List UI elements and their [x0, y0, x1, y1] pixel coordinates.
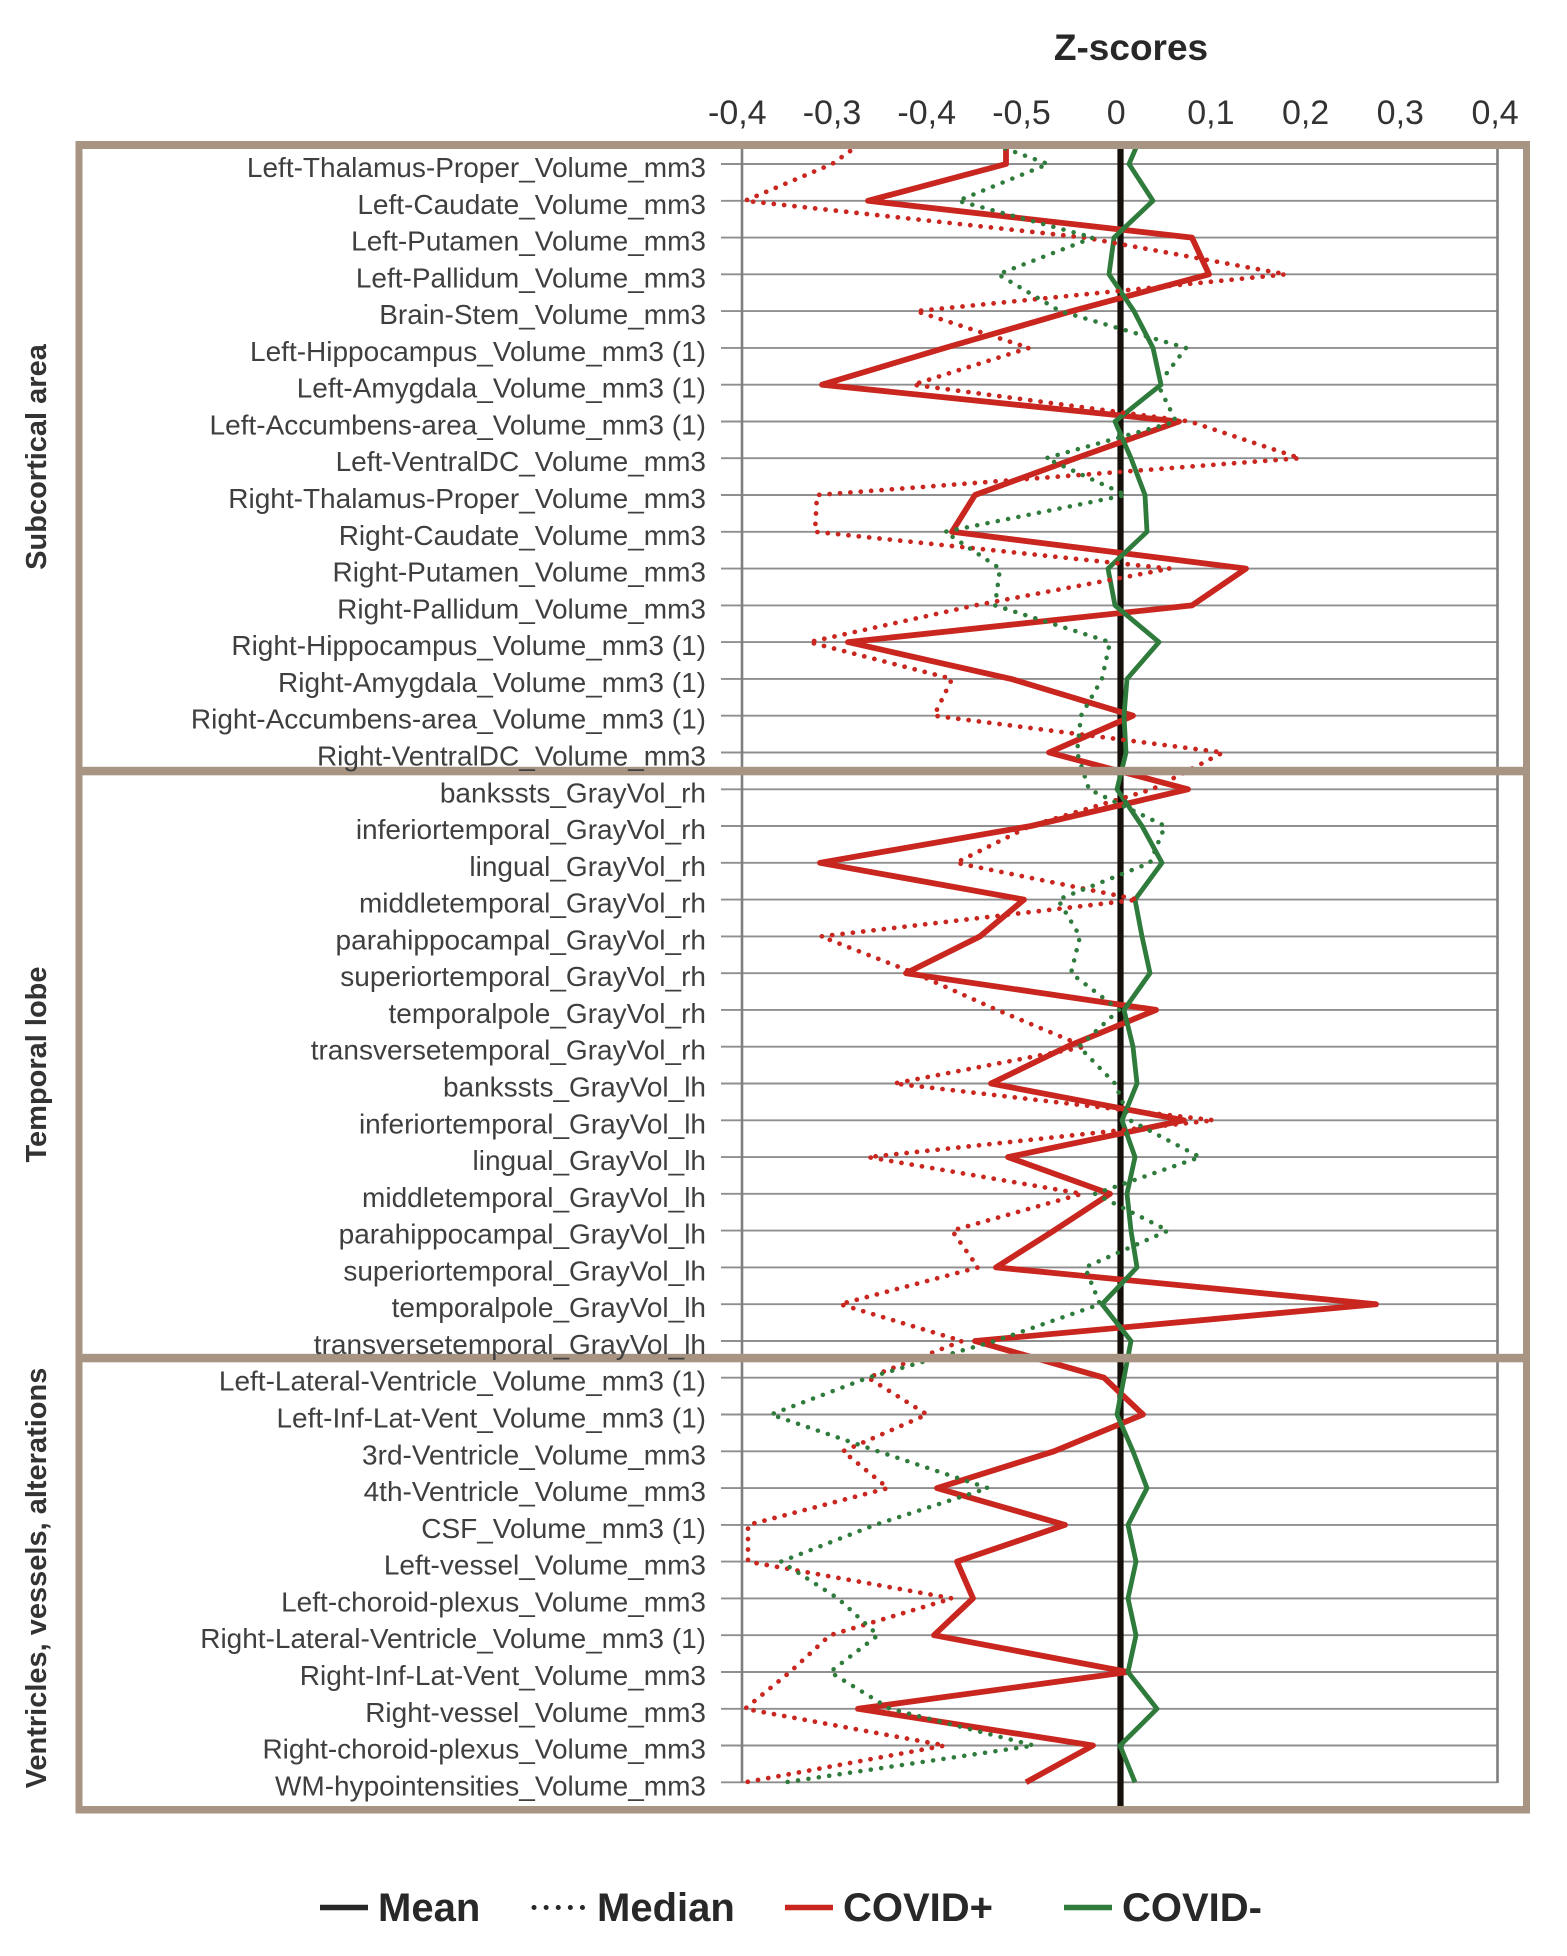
svg-text:Left-Amygdala_Volume_mm3 (1): Left-Amygdala_Volume_mm3 (1) [297, 373, 706, 404]
svg-text:Left-Hippocampus_Volume_mm3 (1: Left-Hippocampus_Volume_mm3 (1) [250, 336, 706, 367]
svg-text:COVID-: COVID- [1122, 1886, 1262, 1930]
svg-text:Left-vessel_Volume_mm3: Left-vessel_Volume_mm3 [384, 1550, 706, 1581]
svg-text:-0,3: -0,3 [803, 94, 862, 132]
svg-text:COVID+: COVID+ [843, 1886, 993, 1930]
svg-text:Ventricles, vessels, alteratio: Ventricles, vessels, alterations [21, 1368, 53, 1789]
svg-text:0,1: 0,1 [1187, 94, 1234, 132]
svg-text:superiortemporal_GrayVol_rh: superiortemporal_GrayVol_rh [340, 961, 706, 992]
svg-text:Right-Thalamus-Proper_Volume_m: Right-Thalamus-Proper_Volume_mm3 [228, 483, 706, 514]
svg-text:Left-Pallidum_Volume_mm3: Left-Pallidum_Volume_mm3 [356, 262, 706, 293]
svg-text:Subcortical area: Subcortical area [21, 343, 53, 570]
svg-text:Z-scores: Z-scores [1054, 27, 1208, 68]
svg-text:Mean: Mean [378, 1886, 480, 1930]
svg-text:3rd-Ventricle_Volume_mm3: 3rd-Ventricle_Volume_mm3 [362, 1439, 706, 1470]
svg-text:inferiortemporal_GrayVol_lh: inferiortemporal_GrayVol_lh [359, 1108, 706, 1139]
svg-text:Left-choroid-plexus_Volume_mm3: Left-choroid-plexus_Volume_mm3 [281, 1586, 706, 1617]
svg-text:Right-Inf-Lat-Vent_Volume_mm3: Right-Inf-Lat-Vent_Volume_mm3 [300, 1660, 706, 1691]
svg-text:Right-VentralDC_Volume_mm3: Right-VentralDC_Volume_mm3 [317, 741, 706, 772]
svg-text:parahippocampal_GrayVol_rh: parahippocampal_GrayVol_rh [336, 924, 706, 955]
svg-text:-0,4: -0,4 [897, 94, 956, 132]
svg-text:middletemporal_GrayVol_rh: middletemporal_GrayVol_rh [359, 888, 706, 919]
svg-text:Right-Hippocampus_Volume_mm3 (: Right-Hippocampus_Volume_mm3 (1) [231, 630, 706, 661]
svg-text:temporalpole_GrayVol_rh: temporalpole_GrayVol_rh [388, 998, 706, 1029]
svg-text:Left-Accumbens-area_Volume_mm3: Left-Accumbens-area_Volume_mm3 (1) [210, 410, 706, 441]
svg-text:0: 0 [1107, 94, 1126, 132]
svg-text:lingual_GrayVol_rh: lingual_GrayVol_rh [469, 851, 706, 882]
svg-text:Left-Inf-Lat-Vent_Volume_mm3 (: Left-Inf-Lat-Vent_Volume_mm3 (1) [276, 1403, 706, 1434]
svg-text:Right-Accumbens-area_Volume_mm: Right-Accumbens-area_Volume_mm3 (1) [191, 704, 706, 735]
svg-text:-0,4: -0,4 [708, 94, 767, 132]
svg-text:Right-Amygdala_Volume_mm3 (1): Right-Amygdala_Volume_mm3 (1) [278, 667, 706, 698]
svg-text:4th-Ventricle_Volume_mm3: 4th-Ventricle_Volume_mm3 [364, 1476, 706, 1507]
svg-text:Left-Lateral-Ventricle_Volume_: Left-Lateral-Ventricle_Volume_mm3 (1) [219, 1366, 706, 1397]
svg-text:-0,5: -0,5 [992, 94, 1051, 132]
svg-text:Right-choroid-plexus_Volume_mm: Right-choroid-plexus_Volume_mm3 [262, 1734, 706, 1765]
svg-text:CSF_Volume_mm3 (1): CSF_Volume_mm3 (1) [421, 1513, 706, 1544]
svg-text:lingual_GrayVol_lh: lingual_GrayVol_lh [473, 1145, 707, 1176]
svg-text:Temporal lobe: Temporal lobe [21, 966, 53, 1162]
svg-text:Right-Lateral-Ventricle_Volume: Right-Lateral-Ventricle_Volume_mm3 (1) [200, 1623, 706, 1654]
svg-text:Right-Caudate_Volume_mm3: Right-Caudate_Volume_mm3 [339, 520, 706, 551]
svg-text:Right-Pallidum_Volume_mm3: Right-Pallidum_Volume_mm3 [337, 593, 706, 624]
svg-text:Left-Caudate_Volume_mm3: Left-Caudate_Volume_mm3 [357, 189, 706, 220]
svg-text:transversetemporal_GrayVol_rh: transversetemporal_GrayVol_rh [311, 1035, 706, 1066]
svg-text:Right-Putamen_Volume_mm3: Right-Putamen_Volume_mm3 [332, 557, 706, 588]
svg-text:0,2: 0,2 [1282, 94, 1329, 132]
svg-text:Left-VentralDC_Volume_mm3: Left-VentralDC_Volume_mm3 [336, 446, 706, 477]
svg-text:bankssts_GrayVol_lh: bankssts_GrayVol_lh [443, 1072, 706, 1103]
svg-text:Left-Putamen_Volume_mm3: Left-Putamen_Volume_mm3 [351, 226, 706, 257]
svg-text:transversetemporal_GrayVol_lh: transversetemporal_GrayVol_lh [314, 1329, 706, 1360]
svg-text:Median: Median [597, 1886, 735, 1930]
svg-text:WM-hypointensities_Volume_mm3: WM-hypointensities_Volume_mm3 [275, 1770, 706, 1801]
svg-text:superiortemporal_GrayVol_lh: superiortemporal_GrayVol_lh [343, 1255, 706, 1286]
svg-text:Left-Thalamus-Proper_Volume_mm: Left-Thalamus-Proper_Volume_mm3 [247, 152, 706, 183]
svg-text:middletemporal_GrayVol_lh: middletemporal_GrayVol_lh [362, 1182, 706, 1213]
svg-text:inferiortemporal_GrayVol_rh: inferiortemporal_GrayVol_rh [356, 814, 706, 845]
svg-text:parahippocampal_GrayVol_lh: parahippocampal_GrayVol_lh [339, 1219, 706, 1250]
svg-text:bankssts_GrayVol_rh: bankssts_GrayVol_rh [440, 777, 706, 808]
svg-text:temporalpole_GrayVol_lh: temporalpole_GrayVol_lh [392, 1292, 706, 1323]
svg-text:Brain-Stem_Volume_mm3: Brain-Stem_Volume_mm3 [379, 299, 706, 330]
svg-text:Right-vessel_Volume_mm3: Right-vessel_Volume_mm3 [365, 1697, 706, 1728]
svg-text:0,4: 0,4 [1471, 94, 1518, 132]
svg-text:0,3: 0,3 [1377, 94, 1424, 132]
